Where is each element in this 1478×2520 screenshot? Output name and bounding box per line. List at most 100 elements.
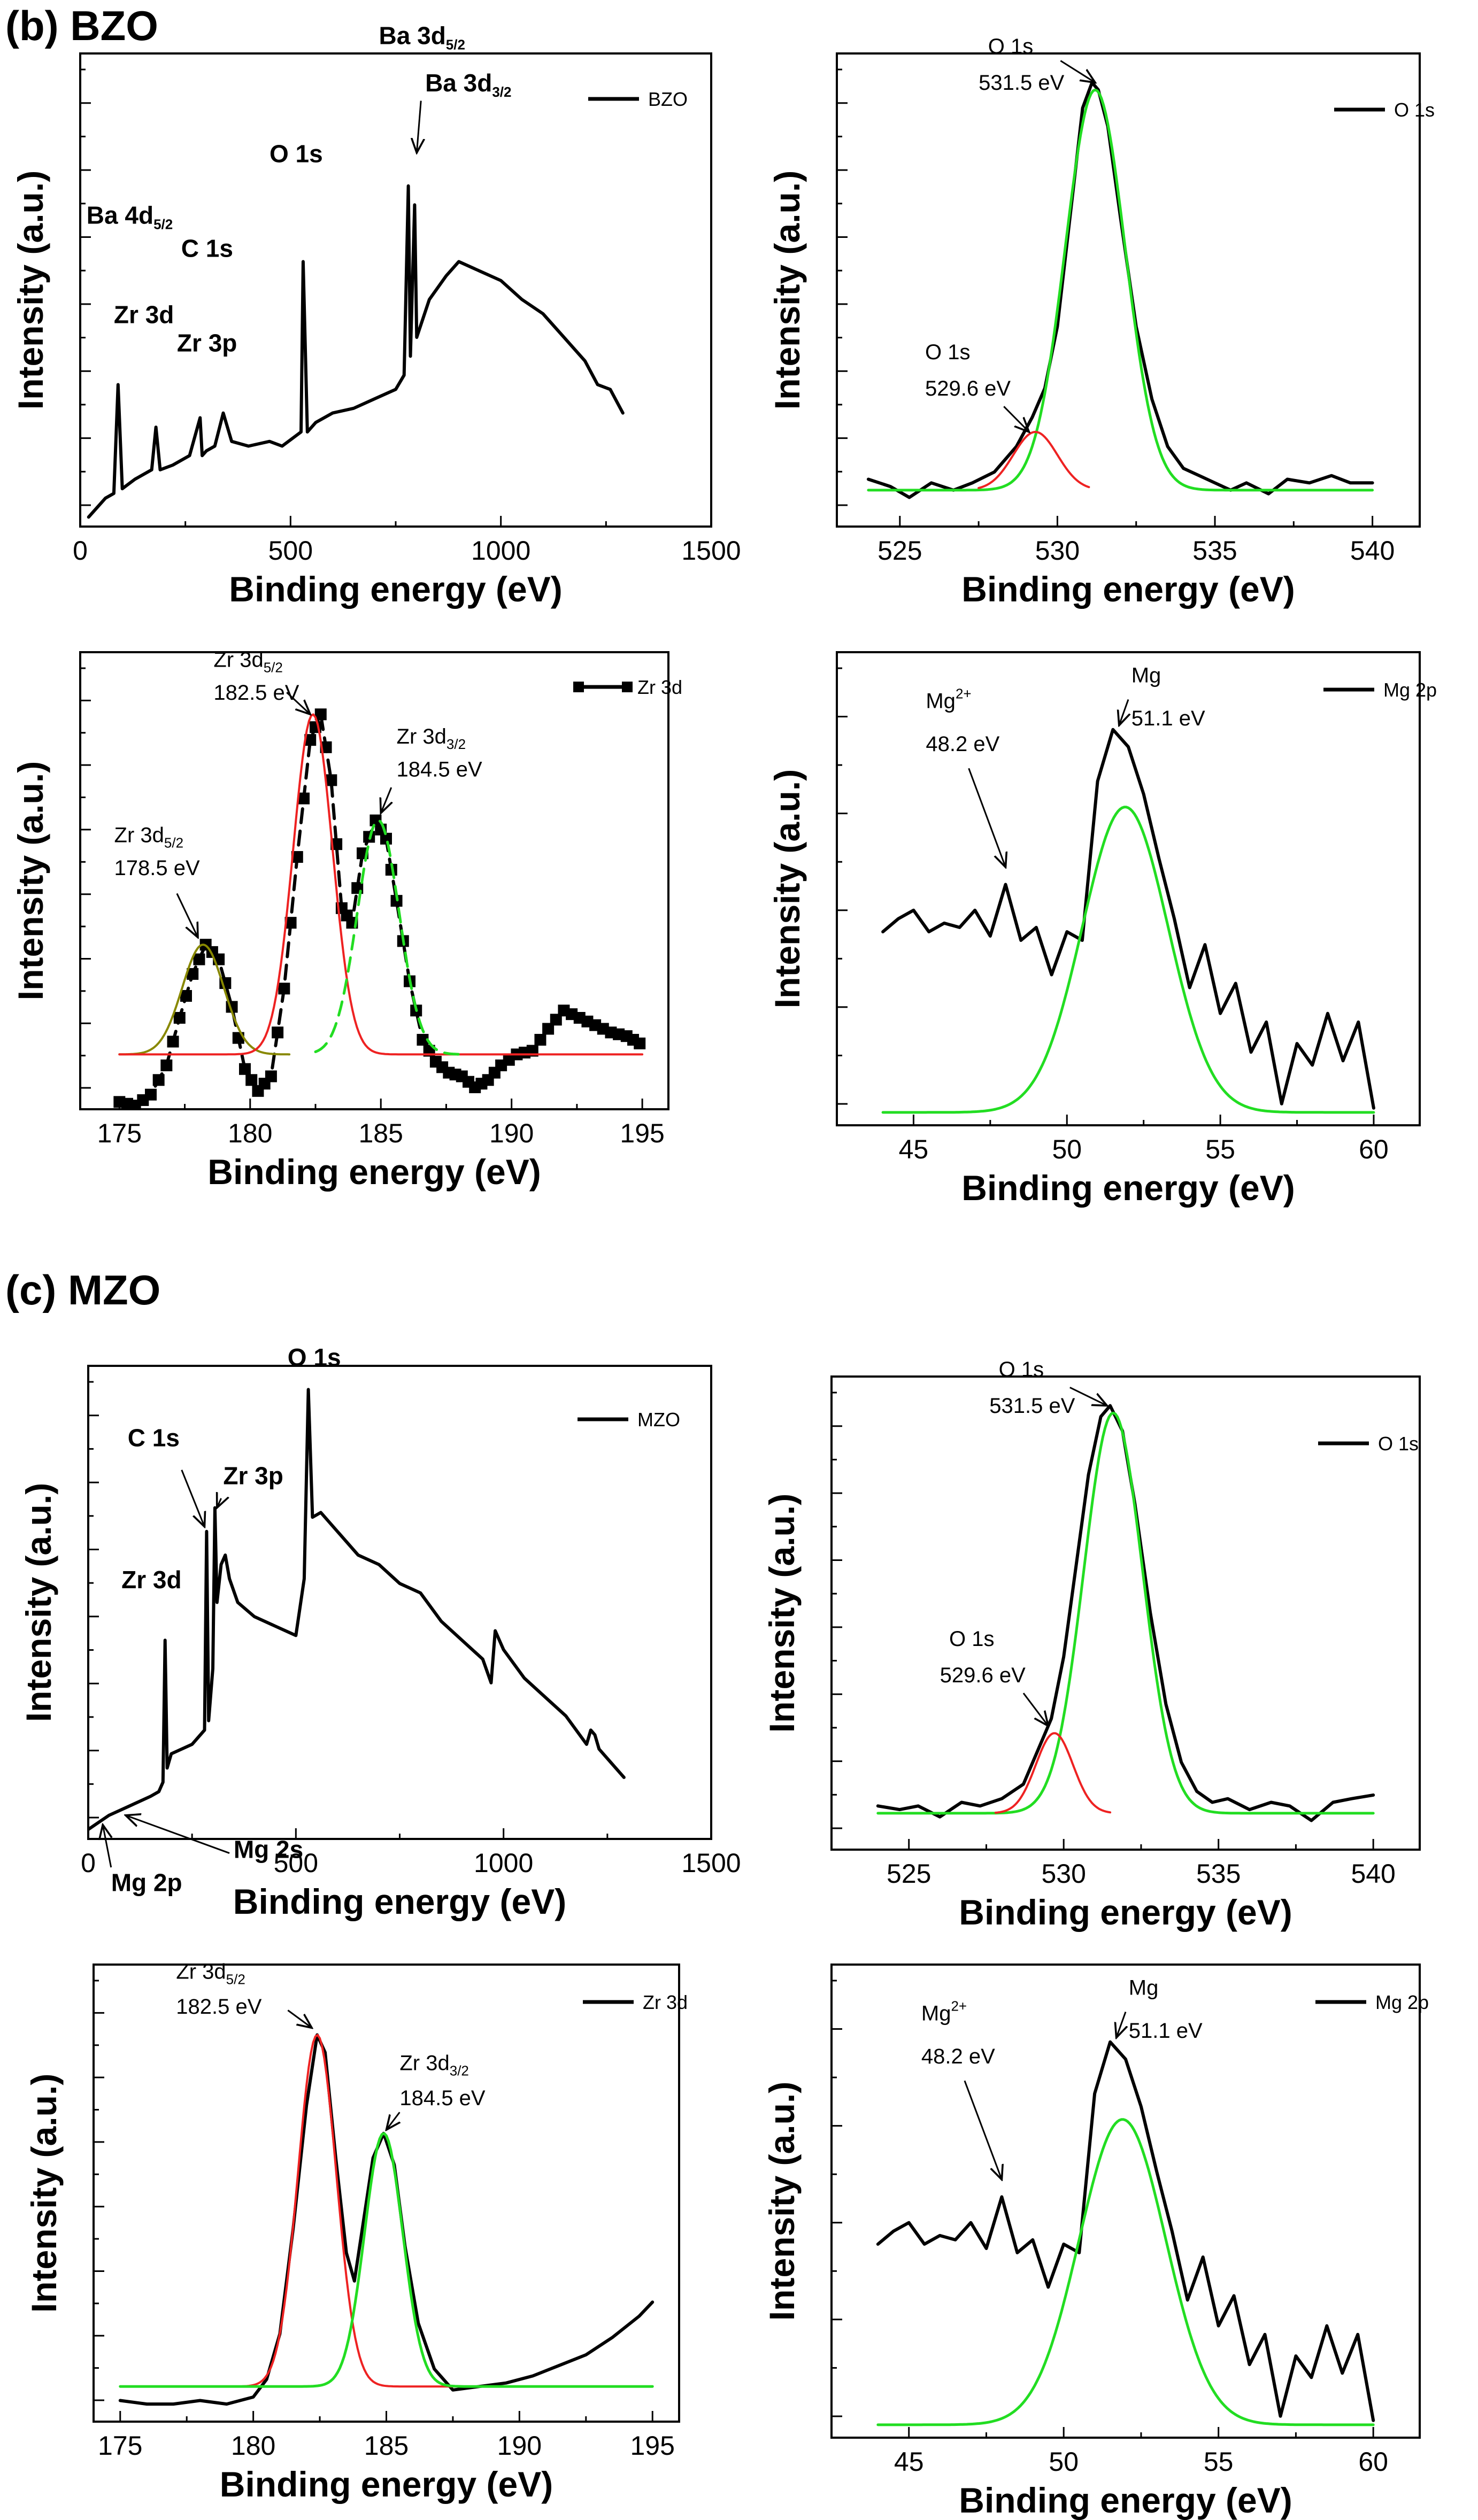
annotation-label: C 1s (181, 235, 233, 262)
x-axis-label: Binding energy (eV) (961, 569, 1295, 609)
legend-label: BZO (648, 88, 688, 110)
data-point (145, 1088, 157, 1101)
series-group (87, 184, 625, 519)
y-axis-label: Intensity (a.u.) (762, 1494, 802, 1733)
data-point (284, 917, 297, 929)
series-line (994, 1732, 1112, 1814)
annotation-label: O 1s (988, 35, 1033, 58)
data-point (239, 1063, 251, 1075)
series-line (876, 2040, 1375, 2422)
series-group (88, 1388, 626, 1831)
data-point (325, 774, 337, 786)
y-axis-label: Intensity (a.u.) (11, 761, 50, 1000)
annotation-label: Mg 2s (234, 1835, 303, 1863)
data-point (265, 1070, 277, 1083)
annotation-label: 51.1 eV (1131, 707, 1205, 730)
annotation-label: O 1s (949, 1627, 994, 1651)
series-line (867, 88, 1374, 492)
legend-label: MZO (637, 1409, 680, 1431)
series-line (88, 1388, 626, 1831)
chart-bzo-mg2p: 45 50 55 60 Binding energy (eV) Intensity (a.… (767, 651, 1437, 1208)
data-point (298, 792, 310, 805)
y-axis-label: Intensity (a.u.) (19, 1483, 58, 1722)
annotation-arrow (968, 768, 1006, 867)
data-point (304, 734, 317, 746)
annotation-arrow (1060, 60, 1095, 83)
x-tick-label: 185 (359, 1118, 403, 1148)
x-tick-label: 530 (1035, 536, 1080, 566)
annotation-label: 529.6 eV (925, 377, 1011, 400)
annotation-label: 48.2 eV (926, 732, 999, 756)
legend-label: Zr 3d (637, 676, 682, 698)
annotation-label: 178.5 eV (114, 856, 200, 880)
x-tick-label: 0 (73, 536, 88, 566)
annotation-label: O 1s (999, 1358, 1044, 1381)
legend-label: O 1s (1378, 1433, 1419, 1455)
plot-frame (830, 1375, 1421, 1851)
x-tick-label: 190 (489, 1118, 534, 1148)
legend-label: Mg 2p (1383, 679, 1437, 701)
annotation-label: Mg (1131, 663, 1161, 687)
annotation-label: 184.5 eV (397, 758, 482, 782)
data-point (314, 708, 327, 721)
x-axis-label: Binding energy (eV) (207, 1152, 541, 1192)
x-tick-label: 190 (497, 2431, 542, 2461)
x-tick-label: 195 (620, 1118, 664, 1148)
y-axis-label: Intensity (a.u.) (11, 171, 50, 409)
x-tick-label: 60 (1359, 1134, 1389, 1164)
annotation-label: C 1s (128, 1424, 180, 1451)
series-line (314, 819, 461, 1056)
annotation-label: Zr 3d5/2 (176, 1960, 245, 1987)
section-title-b: (b) BZO (5, 2, 158, 49)
x-tick-label: 535 (1196, 1859, 1241, 1889)
data-point (187, 968, 199, 980)
data-point (245, 1074, 258, 1086)
x-tick-label: 55 (1205, 1134, 1235, 1164)
series-line (876, 1404, 1375, 1822)
series-line (876, 2118, 1375, 2426)
annotation-arrow (287, 2009, 312, 2028)
x-tick-label: 175 (98, 2431, 142, 2461)
chart-bzo-zr3d: 175 180 185 190 195 Binding energy (eV) Intens… (11, 648, 682, 1192)
series-line (118, 944, 291, 1056)
chart-bzo-survey: 0 500 1000 1500 Binding energy (eV) Intensity… (11, 21, 741, 609)
data-point (330, 838, 343, 851)
x-tick-label: 500 (268, 536, 313, 566)
annotation-arrow (1117, 2011, 1126, 2038)
legend-label: Mg 2p (1375, 1991, 1429, 2013)
annotation-label: 529.6 eV (940, 1664, 1026, 1687)
x-tick-label: 540 (1351, 1859, 1395, 1889)
plot-frame (836, 651, 1421, 1126)
series-line (881, 806, 1375, 1114)
annotation-label: Mg 2p (111, 1868, 182, 1896)
series-group (866, 81, 1374, 499)
x-tick-label: 0 (81, 1848, 96, 1878)
annotation-label: O 1s (270, 140, 323, 168)
annotation-label: Zr 3p (177, 329, 237, 357)
data-point (180, 990, 192, 1002)
data-point (272, 1026, 284, 1039)
x-tick-label: 535 (1192, 536, 1237, 566)
annotation-arrow (1022, 1692, 1048, 1726)
annotation-label: 182.5 eV (213, 681, 299, 705)
annotation-arrow (126, 1815, 230, 1854)
data-point (291, 851, 303, 863)
data-point (534, 1034, 546, 1046)
annotation-arrow (217, 1498, 221, 1508)
x-tick-label: 55 (1204, 2447, 1234, 2477)
annotation-arrow (1119, 699, 1128, 725)
x-axis-label: Binding energy (eV) (959, 1892, 1292, 1932)
annotation-label: 531.5 eV (979, 71, 1064, 95)
series-group (876, 2040, 1375, 2426)
y-axis-label: Intensity (a.u.) (24, 2074, 64, 2313)
annotation-label: O 1s (925, 341, 970, 364)
legend-label: Zr 3d (643, 1991, 688, 2013)
y-axis-label: Intensity (a.u.) (767, 171, 807, 409)
annotation-arrow (964, 2080, 1002, 2179)
chart-mzo-survey: 0 500 1000 1500 Binding energy (eV) Intensity… (19, 1343, 741, 1921)
x-tick-label: 525 (887, 1859, 931, 1889)
plot-frame (79, 651, 669, 1110)
plot-frame (836, 52, 1421, 528)
legend-marker (573, 682, 584, 692)
